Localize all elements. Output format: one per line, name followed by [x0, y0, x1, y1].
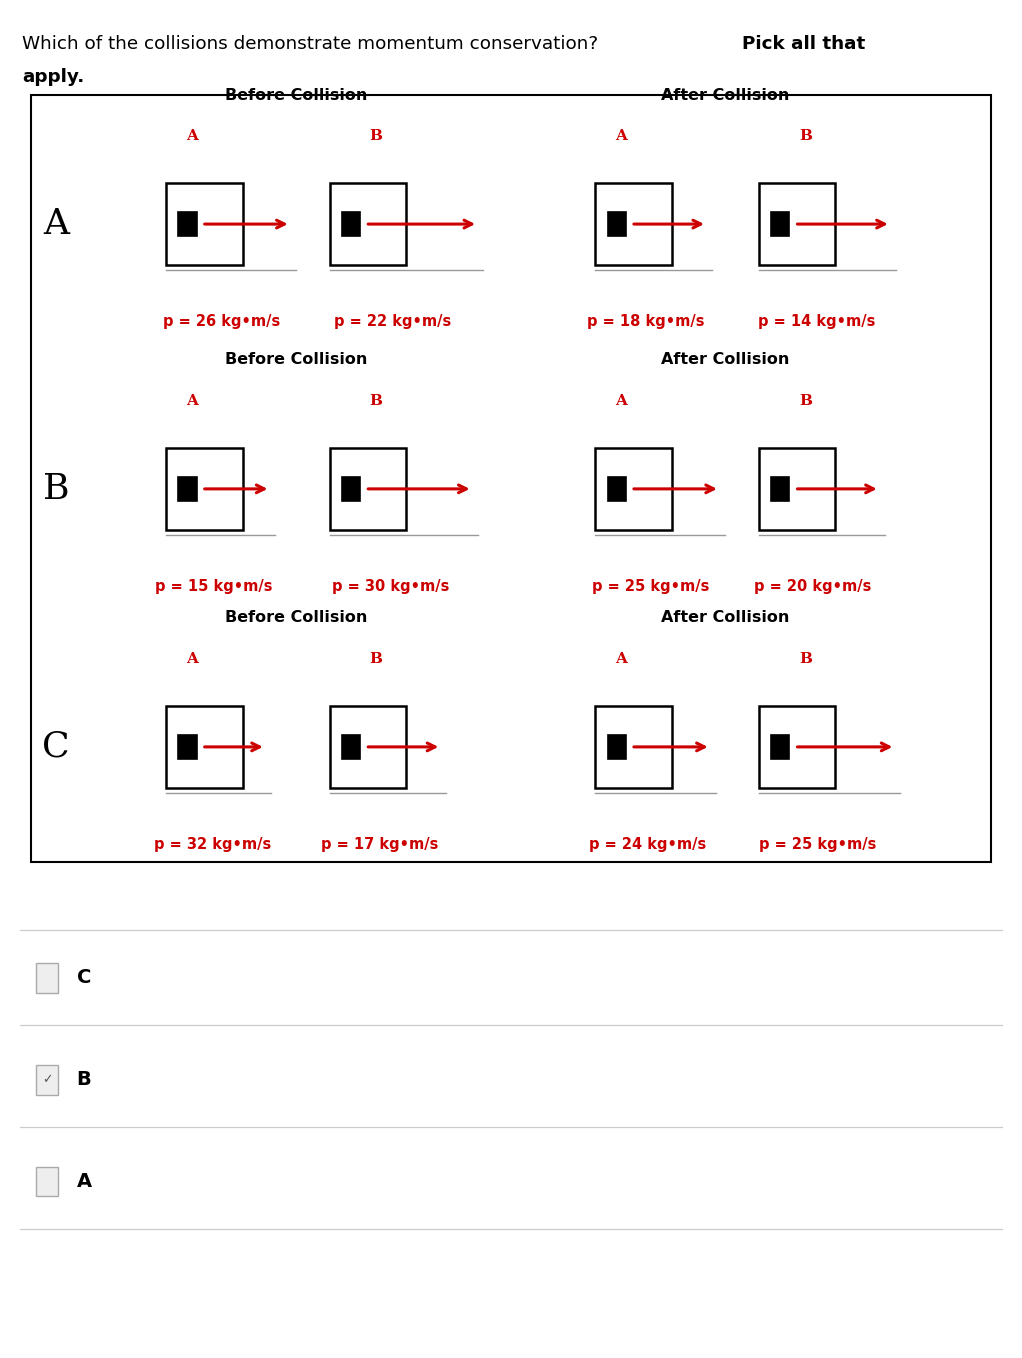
Bar [31, 95, 991, 862]
Bar [178, 212, 196, 236]
Bar [166, 706, 243, 788]
Text: p = 30 kg•m/s: p = 30 kg•m/s [332, 579, 450, 595]
Bar [607, 212, 625, 236]
Text: After Collision: After Collision [661, 352, 790, 368]
Text: B: B [799, 129, 811, 143]
Text: p = 18 kg•m/s: p = 18 kg•m/s [587, 314, 704, 330]
Text: A: A [186, 394, 198, 407]
Bar [329, 448, 407, 530]
Bar [595, 448, 672, 530]
Text: C: C [77, 968, 91, 987]
Text: B: B [370, 394, 382, 407]
Bar [595, 706, 672, 788]
Bar [166, 448, 243, 530]
Bar [595, 183, 672, 265]
Bar [329, 183, 407, 265]
Bar [759, 706, 836, 788]
Bar [36, 1167, 58, 1196]
Text: apply.: apply. [22, 68, 85, 86]
Bar [36, 1065, 58, 1095]
Text: p = 20 kg•m/s: p = 20 kg•m/s [754, 579, 872, 595]
Bar [178, 477, 196, 501]
Text: B: B [77, 1070, 91, 1089]
Text: A: A [186, 129, 198, 143]
Text: p = 15 kg•m/s: p = 15 kg•m/s [155, 579, 273, 595]
Text: B: B [43, 471, 69, 507]
Text: p = 17 kg•m/s: p = 17 kg•m/s [322, 837, 438, 853]
Bar [341, 735, 361, 759]
Text: p = 24 kg•m/s: p = 24 kg•m/s [589, 837, 706, 853]
Text: B: B [799, 652, 811, 665]
Bar [36, 963, 58, 993]
Bar [341, 212, 361, 236]
Bar [772, 212, 790, 236]
Text: A: A [77, 1172, 92, 1191]
Bar [759, 448, 836, 530]
Text: p = 25 kg•m/s: p = 25 kg•m/s [759, 837, 877, 853]
Bar [341, 477, 361, 501]
Bar [166, 183, 243, 265]
Bar [772, 735, 790, 759]
Text: Pick all that: Pick all that [742, 35, 866, 53]
Text: A: A [43, 206, 69, 242]
Text: A: A [615, 394, 628, 407]
Text: After Collision: After Collision [661, 87, 790, 103]
Text: A: A [186, 652, 198, 665]
Bar [772, 477, 790, 501]
Text: Before Collision: Before Collision [225, 87, 368, 103]
Bar [178, 735, 196, 759]
Text: B: B [370, 652, 382, 665]
Text: ✓: ✓ [42, 1073, 52, 1086]
Text: After Collision: After Collision [661, 610, 790, 626]
Text: B: B [370, 129, 382, 143]
Text: p = 32 kg•m/s: p = 32 kg•m/s [154, 837, 271, 853]
Text: p = 26 kg•m/s: p = 26 kg•m/s [162, 314, 280, 330]
Text: B: B [799, 394, 811, 407]
Text: C: C [42, 729, 71, 765]
Text: p = 22 kg•m/s: p = 22 kg•m/s [334, 314, 452, 330]
Bar [607, 735, 625, 759]
Bar [329, 706, 407, 788]
Text: Which of the collisions demonstrate momentum conservation?: Which of the collisions demonstrate mome… [22, 35, 604, 53]
Bar [759, 183, 836, 265]
Text: A: A [615, 129, 628, 143]
Text: Before Collision: Before Collision [225, 352, 368, 368]
Text: p = 25 kg•m/s: p = 25 kg•m/s [592, 579, 709, 595]
Text: p = 14 kg•m/s: p = 14 kg•m/s [757, 314, 875, 330]
Text: Before Collision: Before Collision [225, 610, 368, 626]
Text: A: A [615, 652, 628, 665]
Bar [607, 477, 625, 501]
